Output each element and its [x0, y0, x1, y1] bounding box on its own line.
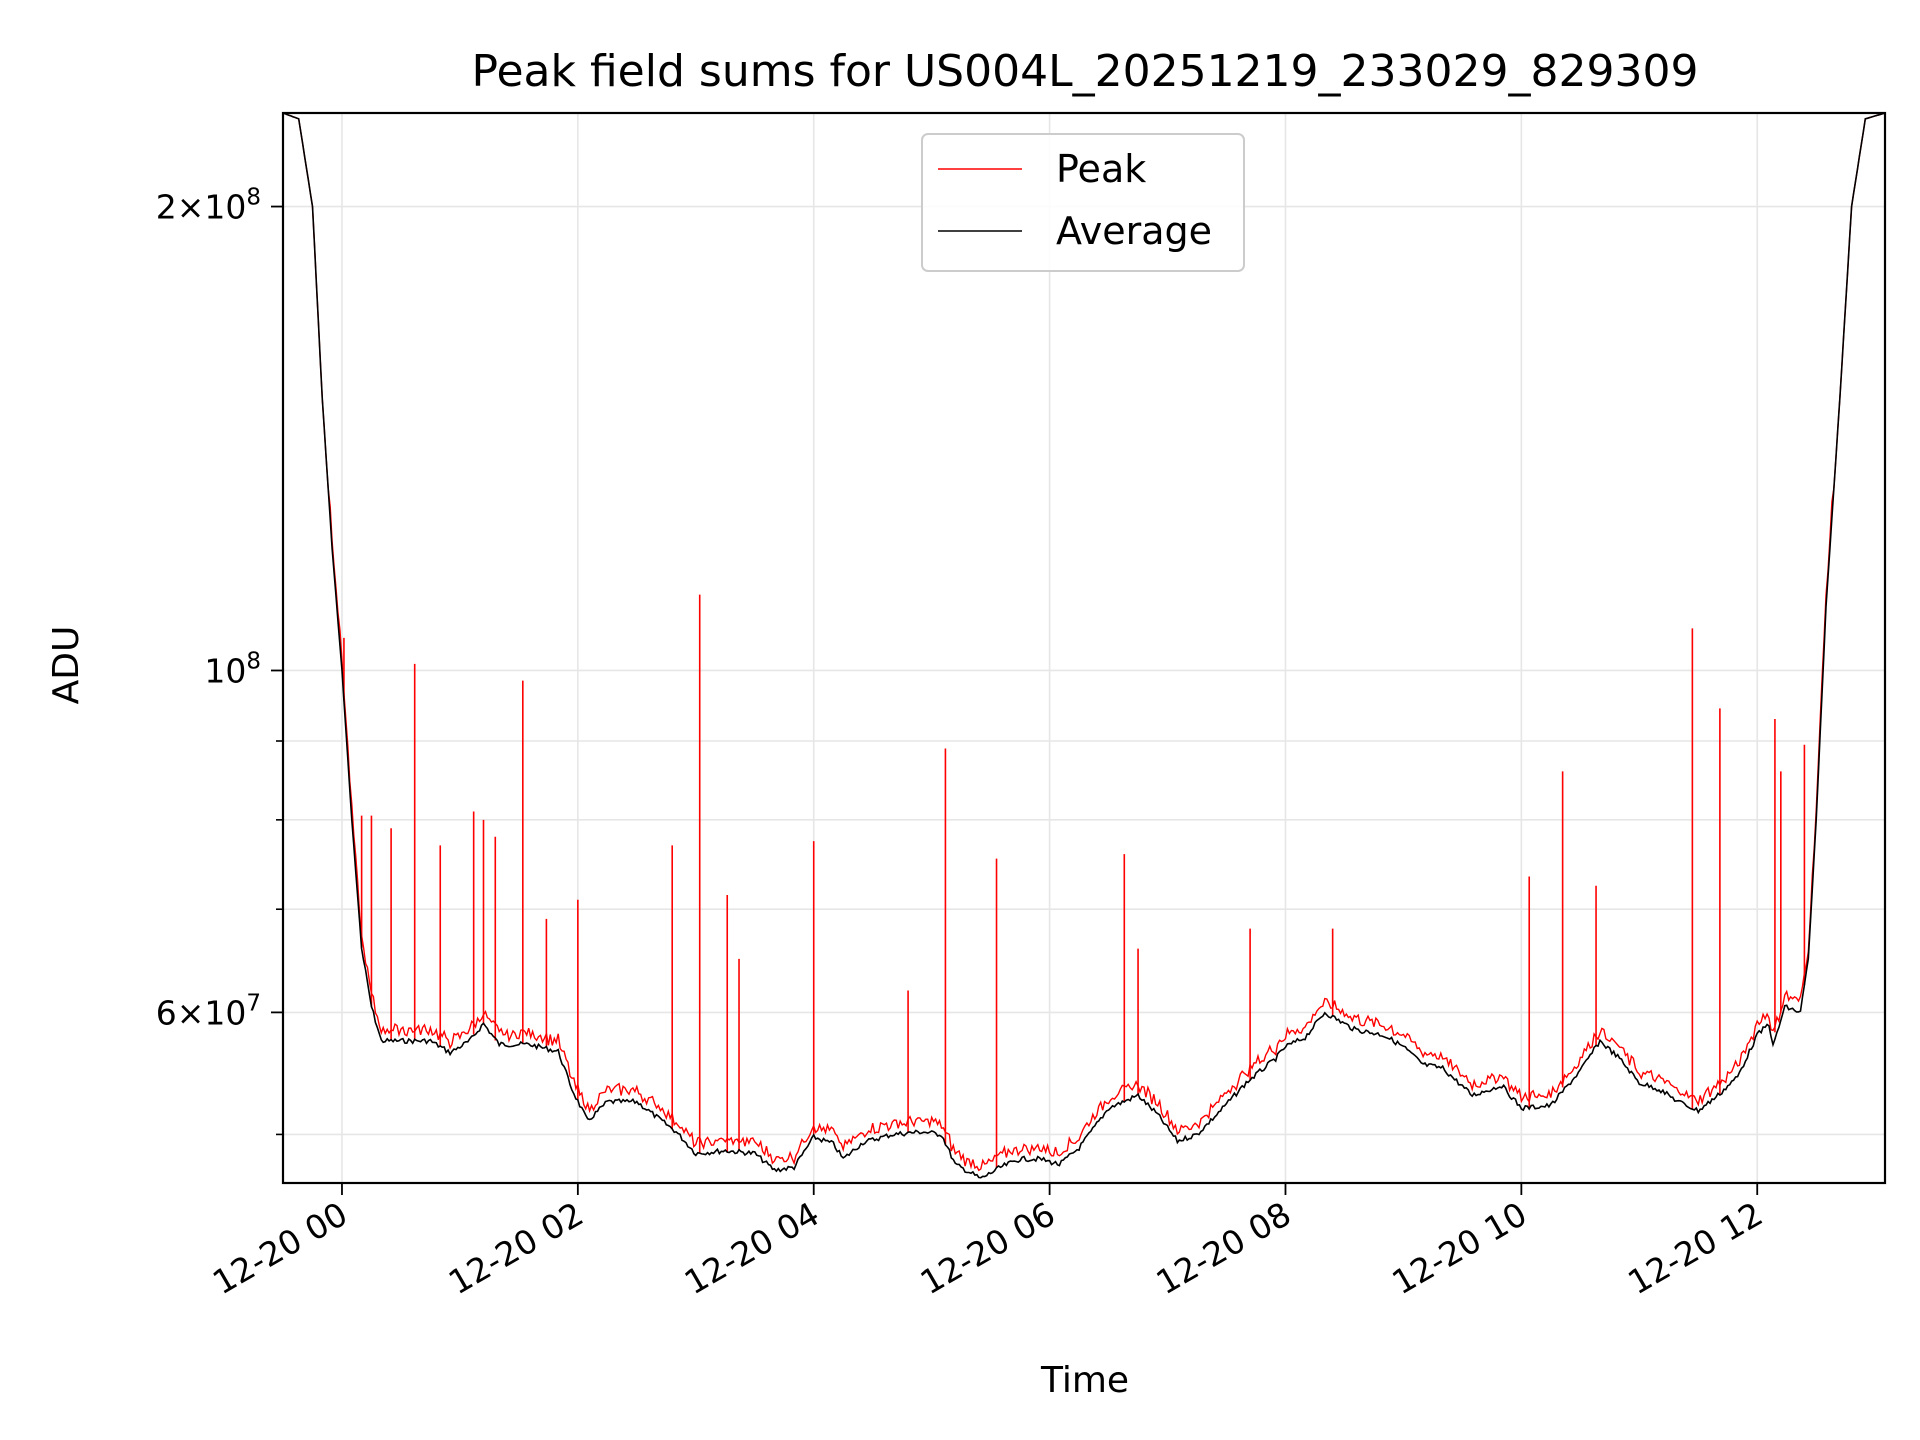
series-peak-line — [282, 112, 1886, 1172]
legend: Peak Average — [921, 133, 1245, 272]
plot-lines — [282, 112, 1886, 1179]
y-tick-label: 6×107 — [156, 990, 261, 1032]
y-tick-label: 2×108 — [156, 185, 261, 227]
legend-label-average: Average — [1056, 209, 1212, 253]
y-axis-label: ADU — [46, 626, 87, 705]
series-average-line — [282, 112, 1886, 1179]
chart-title: Peak field sums for US004L_20251219_2330… — [472, 46, 1699, 97]
y-tick-label: 108 — [204, 648, 261, 690]
x-axis-label: Time — [1040, 1360, 1129, 1401]
legend-label-peak: Peak — [1056, 147, 1146, 191]
y-axis: 2×108 108 6×107 — [156, 185, 283, 1136]
plot-frame — [281, 111, 1887, 1185]
